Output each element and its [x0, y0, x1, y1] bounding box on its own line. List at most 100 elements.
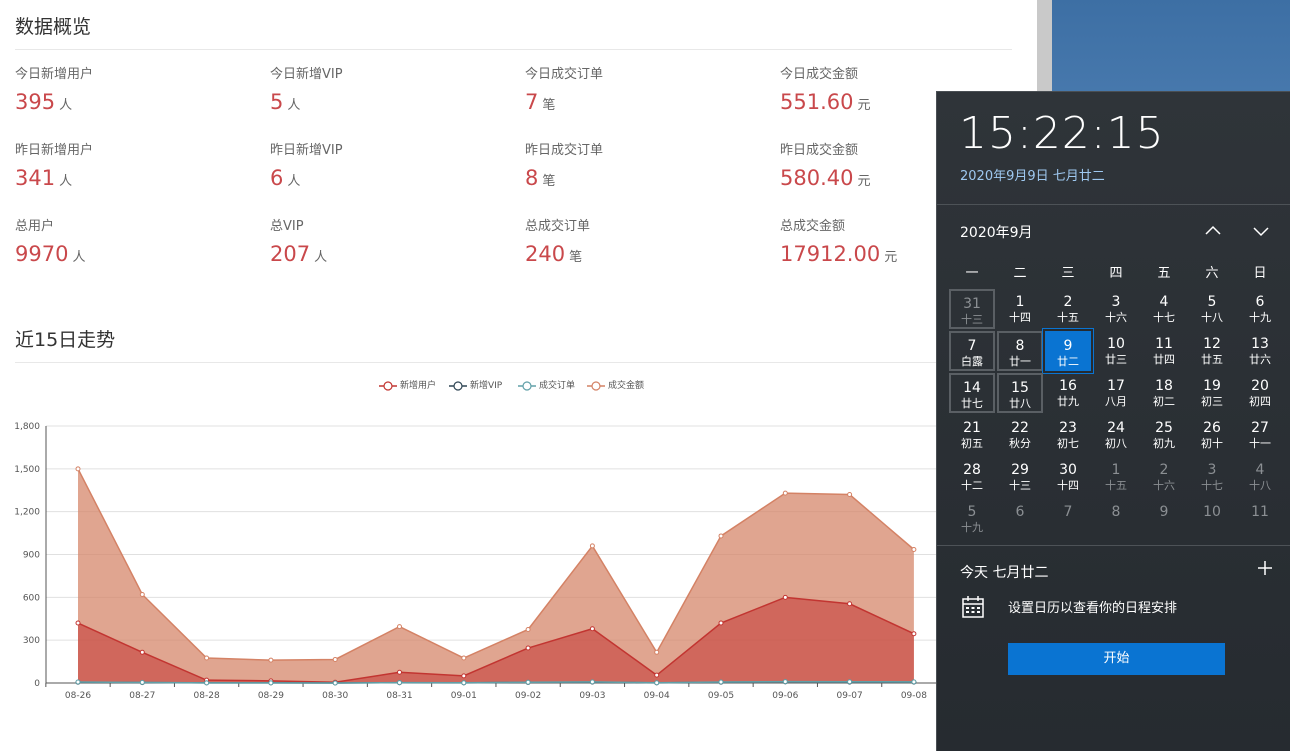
chart-legend[interactable]: 新增用户 新增VIP 成交订单 成交金额 [0, 376, 1037, 396]
calendar-day[interactable]: 4 十七 [1141, 289, 1187, 329]
day-number: 6 [1255, 294, 1265, 310]
stat-card: 昨日新增用户 341 人 [15, 142, 255, 195]
calendar-day[interactable]: 4 十八 [1237, 457, 1283, 497]
calendar-day[interactable]: 9 [1141, 499, 1187, 539]
day-number: 12 [1203, 336, 1221, 352]
calendar-day[interactable]: 17 八月 [1093, 373, 1139, 413]
day-number: 20 [1251, 378, 1269, 394]
stat-label: 今日新增用户 [15, 67, 94, 82]
calendar-day[interactable]: 20 初四 [1237, 373, 1283, 413]
y-tick-label: 900 [23, 551, 40, 561]
add-event-button[interactable] [1255, 558, 1275, 578]
data-point [589, 679, 595, 685]
calendar-day[interactable]: 26 初十 [1189, 415, 1235, 455]
weekday-label: 二 [1013, 266, 1027, 281]
day-number: 18 [1155, 378, 1173, 394]
calendar-day[interactable]: 5 十八 [1189, 289, 1235, 329]
calendar-day[interactable]: 2 十六 [1141, 457, 1187, 497]
day-number: 5 [1207, 294, 1217, 310]
day-number: 2 [1159, 462, 1169, 478]
lunar-date: 十二 [961, 479, 983, 492]
lunar-date: 十九 [1249, 311, 1271, 324]
calendar-day[interactable]: 11 廿四 [1141, 331, 1187, 371]
legend-item[interactable]: 成交金额 [586, 376, 644, 396]
calendar-day[interactable]: 23 初七 [1045, 415, 1091, 455]
day-number: 11 [1155, 336, 1173, 352]
calendar-day[interactable]: 25 初九 [1141, 415, 1187, 455]
prev-month-button[interactable] [1199, 218, 1227, 244]
calendar-day[interactable]: 12 廿五 [1189, 331, 1235, 371]
lunar-date: 十七 [1201, 479, 1223, 492]
calendar-day[interactable]: 15 廿八 [997, 373, 1043, 413]
stat-value: 8 [525, 166, 539, 190]
calendar-day[interactable]: 24 初八 [1093, 415, 1139, 455]
data-point [718, 620, 724, 626]
data-point [268, 680, 274, 686]
calendar-day[interactable]: 22 秋分 [997, 415, 1043, 455]
calendar-day[interactable]: 6 [997, 499, 1043, 539]
calendar-day[interactable]: 27 十一 [1237, 415, 1283, 455]
legend-item[interactable]: 新增VIP [448, 376, 502, 396]
calendar-day[interactable]: 2 十五 [1045, 289, 1091, 329]
legend-label: 新增VIP [470, 381, 503, 391]
date-long-link[interactable]: 2020年9月9日 七月廿二 [960, 169, 1105, 184]
stat-unit: 元 [857, 98, 871, 113]
stat-unit: 人 [287, 174, 301, 189]
x-tick-label: 08-28 [194, 691, 220, 701]
calendar-day[interactable]: 28 十二 [949, 457, 995, 497]
data-point [397, 669, 402, 675]
calendar-day[interactable]: 1 十四 [997, 289, 1043, 329]
calendar-day[interactable]: 11 [1237, 499, 1283, 539]
calendar-day[interactable]: 13 廿六 [1237, 331, 1283, 371]
calendar-day[interactable]: 8 廿一 [997, 331, 1043, 371]
series-line [77, 468, 915, 661]
calendar-day[interactable]: 10 [1189, 499, 1235, 539]
calendar-day[interactable]: 21 初五 [949, 415, 995, 455]
stat-value: 17912.00 [780, 242, 881, 266]
data-point [204, 655, 210, 661]
data-point [139, 591, 145, 597]
stat-label: 今日成交订单 [525, 67, 604, 82]
data-point [139, 649, 145, 655]
y-tick-label: 300 [23, 636, 40, 646]
calendar-day[interactable]: 7 [1045, 499, 1091, 539]
stat-label: 总成交金额 [780, 219, 846, 234]
calendar-day[interactable]: 6 十九 [1237, 289, 1283, 329]
legend-item[interactable]: 新增用户 [378, 376, 436, 396]
calendar-day[interactable]: 3 十七 [1189, 457, 1235, 497]
legend-item[interactable]: 成交订单 [517, 376, 575, 396]
calendar-day[interactable]: 5 十九 [949, 499, 995, 539]
data-point [911, 679, 917, 685]
stat-label: 今日成交金额 [780, 67, 859, 82]
series-area [78, 468, 914, 683]
day-number: 23 [1059, 420, 1077, 436]
calendar-day[interactable]: 14 廿七 [949, 373, 995, 413]
calendar-day[interactable]: 1 十五 [1093, 457, 1139, 497]
month-label[interactable]: 2020年9月 [960, 225, 1033, 241]
stat-unit: 元 [857, 174, 871, 189]
next-month-button[interactable] [1247, 218, 1275, 244]
x-tick-label: 09-04 [644, 691, 670, 701]
data-point [75, 620, 81, 626]
calendar-day-today[interactable]: 9 廿二 [1045, 331, 1091, 371]
calendar-day[interactable]: 29 十三 [997, 457, 1043, 497]
lunar-date: 十六 [1153, 479, 1175, 492]
start-button[interactable]: 开始 [1008, 643, 1225, 675]
flyout-divider-2 [937, 545, 1290, 546]
calendar-day[interactable]: 18 初二 [1141, 373, 1187, 413]
calendar-day[interactable]: 30 十四 [1045, 457, 1091, 497]
x-tick-label: 08-29 [258, 691, 284, 701]
calendar-day[interactable]: 10 廿三 [1093, 331, 1139, 371]
day-number: 28 [963, 462, 981, 478]
day-number: 22 [1011, 420, 1029, 436]
calendar-day[interactable]: 8 [1093, 499, 1139, 539]
calendar-day[interactable]: 7 白露 [949, 331, 995, 371]
calendar-day[interactable]: 3 十六 [1093, 289, 1139, 329]
calendar-day[interactable]: 31 十三 [949, 289, 995, 329]
calendar-day[interactable]: 19 初三 [1189, 373, 1235, 413]
calendar-day[interactable]: 16 廿九 [1045, 373, 1091, 413]
stat-value: 6 [270, 166, 284, 190]
